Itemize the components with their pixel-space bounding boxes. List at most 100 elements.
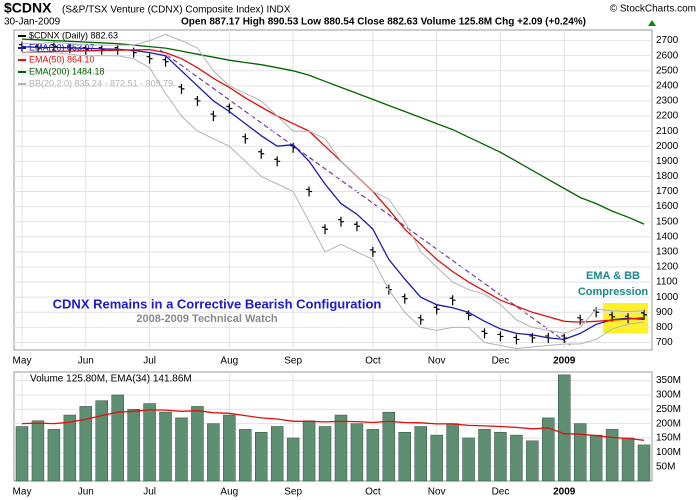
volume-bar (127, 409, 140, 482)
y-tick-label: 2200 (656, 111, 679, 122)
y-tick-label: 2100 (656, 126, 679, 137)
price-bar (274, 156, 281, 167)
x-tick-label: Dec (492, 356, 510, 367)
x-tick-label: 2009 (553, 487, 576, 498)
volume-legend: Volume 125.80M, EMA(34) 141.86M (30, 374, 192, 385)
volume-bar (366, 429, 380, 482)
price-bar (258, 148, 265, 159)
y-tick-label: 2300 (656, 96, 679, 107)
y-tick-label: 1700 (656, 186, 679, 197)
volume-bar (398, 431, 411, 482)
volume-bar (286, 437, 300, 482)
annotation: CDNX Remains in a Corrective Bearish Con… (53, 296, 382, 311)
y-tick-label: 1500 (656, 216, 679, 227)
price-bar (481, 328, 488, 339)
bollinger-band (22, 33, 645, 334)
y-tick-label: 350M (656, 375, 681, 386)
chart-title: $CDNX (4, 0, 52, 16)
y-tick-label: 1400 (656, 231, 679, 242)
x-tick-label: 2009 (553, 356, 576, 367)
volume-bar (302, 420, 316, 482)
price-bar (337, 216, 344, 227)
volume-bar (558, 374, 571, 482)
x-tick-label: Jul (143, 356, 156, 367)
price-bar (162, 56, 169, 67)
x-tick-label: Jun (78, 487, 94, 498)
y-tick-label: 200M (656, 418, 681, 429)
y-tick-label: 1600 (656, 201, 679, 212)
y-tick-label: 100M (656, 447, 681, 458)
volume-bar (143, 403, 156, 482)
date: 30-Jan-2009 (4, 17, 61, 28)
y-tick-label: 1800 (656, 171, 679, 182)
annotation: Compression (578, 286, 649, 298)
volume-bar (239, 429, 252, 482)
volume-bar (494, 431, 507, 482)
price-bar (242, 133, 249, 144)
price-bar (210, 111, 217, 122)
y-tick-label: 2500 (656, 65, 679, 76)
y-tick-label: 900 (656, 307, 673, 318)
price-bar (306, 186, 313, 197)
volume-bar (382, 411, 396, 482)
y-tick-label: 1300 (656, 247, 679, 258)
price-bar (433, 304, 440, 315)
y-tick-label: 50M (656, 461, 675, 472)
y-tick-label: 1100 (656, 277, 678, 288)
y-tick-label: 2400 (656, 80, 679, 91)
annotation: EMA & BB (586, 270, 640, 282)
volume-bar (31, 420, 45, 482)
price-bar (449, 295, 456, 306)
volume-bar (159, 411, 172, 482)
legend-label: EMA(200) 1484.18 (29, 66, 105, 76)
price-bar (50, 41, 57, 52)
y-tick-label: 150M (656, 433, 681, 444)
y-tick-label: 1000 (656, 292, 679, 303)
volume-bar (255, 431, 268, 482)
volume-bar (270, 426, 284, 482)
volume-bar (223, 414, 236, 482)
legend-label: $CDNX (Daily) 882.63 (29, 30, 118, 40)
price-panel (13, 29, 653, 351)
volume-bar (111, 394, 124, 482)
x-tick-label: Jun (78, 356, 94, 367)
x-tick-label: Nov (428, 487, 446, 498)
y-tick-label: 250M (656, 404, 681, 415)
x-tick-label: Oct (365, 487, 381, 498)
volume-ema-line (21, 409, 645, 441)
x-tick-label: Aug (220, 487, 238, 498)
x-tick-label: Aug (220, 356, 238, 367)
volume-bar (47, 429, 61, 482)
price-bar (497, 331, 504, 342)
volume-bar (510, 434, 523, 482)
y-tick-label: 2700 (656, 35, 679, 46)
volume-bar (573, 423, 587, 482)
price-bar (194, 95, 201, 106)
volume-bar (430, 434, 443, 482)
volume-bar (478, 429, 491, 482)
volume-bar (589, 434, 603, 482)
price-bar (98, 44, 105, 55)
volume-bar (318, 426, 332, 482)
volume-bar (63, 414, 77, 482)
trend-line (159, 49, 571, 346)
x-tick-label: Dec (492, 487, 510, 498)
volume-bar (175, 417, 188, 482)
volume-bar (621, 437, 635, 482)
annotation: 2008-2009 Technical Watch (136, 313, 278, 325)
y-tick-label: 2000 (656, 141, 679, 152)
x-tick-label: Sep (284, 356, 302, 367)
volume-bar (637, 444, 651, 482)
y-tick-label: 2600 (656, 50, 679, 61)
price-bar (82, 44, 89, 55)
x-tick-label: Nov (428, 356, 446, 367)
price-bar (417, 314, 424, 325)
price-bar (577, 314, 584, 325)
y-tick-label: 800 (656, 322, 673, 333)
volume-panel (13, 371, 653, 482)
volume-bar (542, 417, 555, 482)
price-bar (401, 293, 408, 304)
price-bar (353, 221, 360, 232)
quote: Open 887.17 High 890.53 Low 880.54 Close… (181, 17, 586, 28)
